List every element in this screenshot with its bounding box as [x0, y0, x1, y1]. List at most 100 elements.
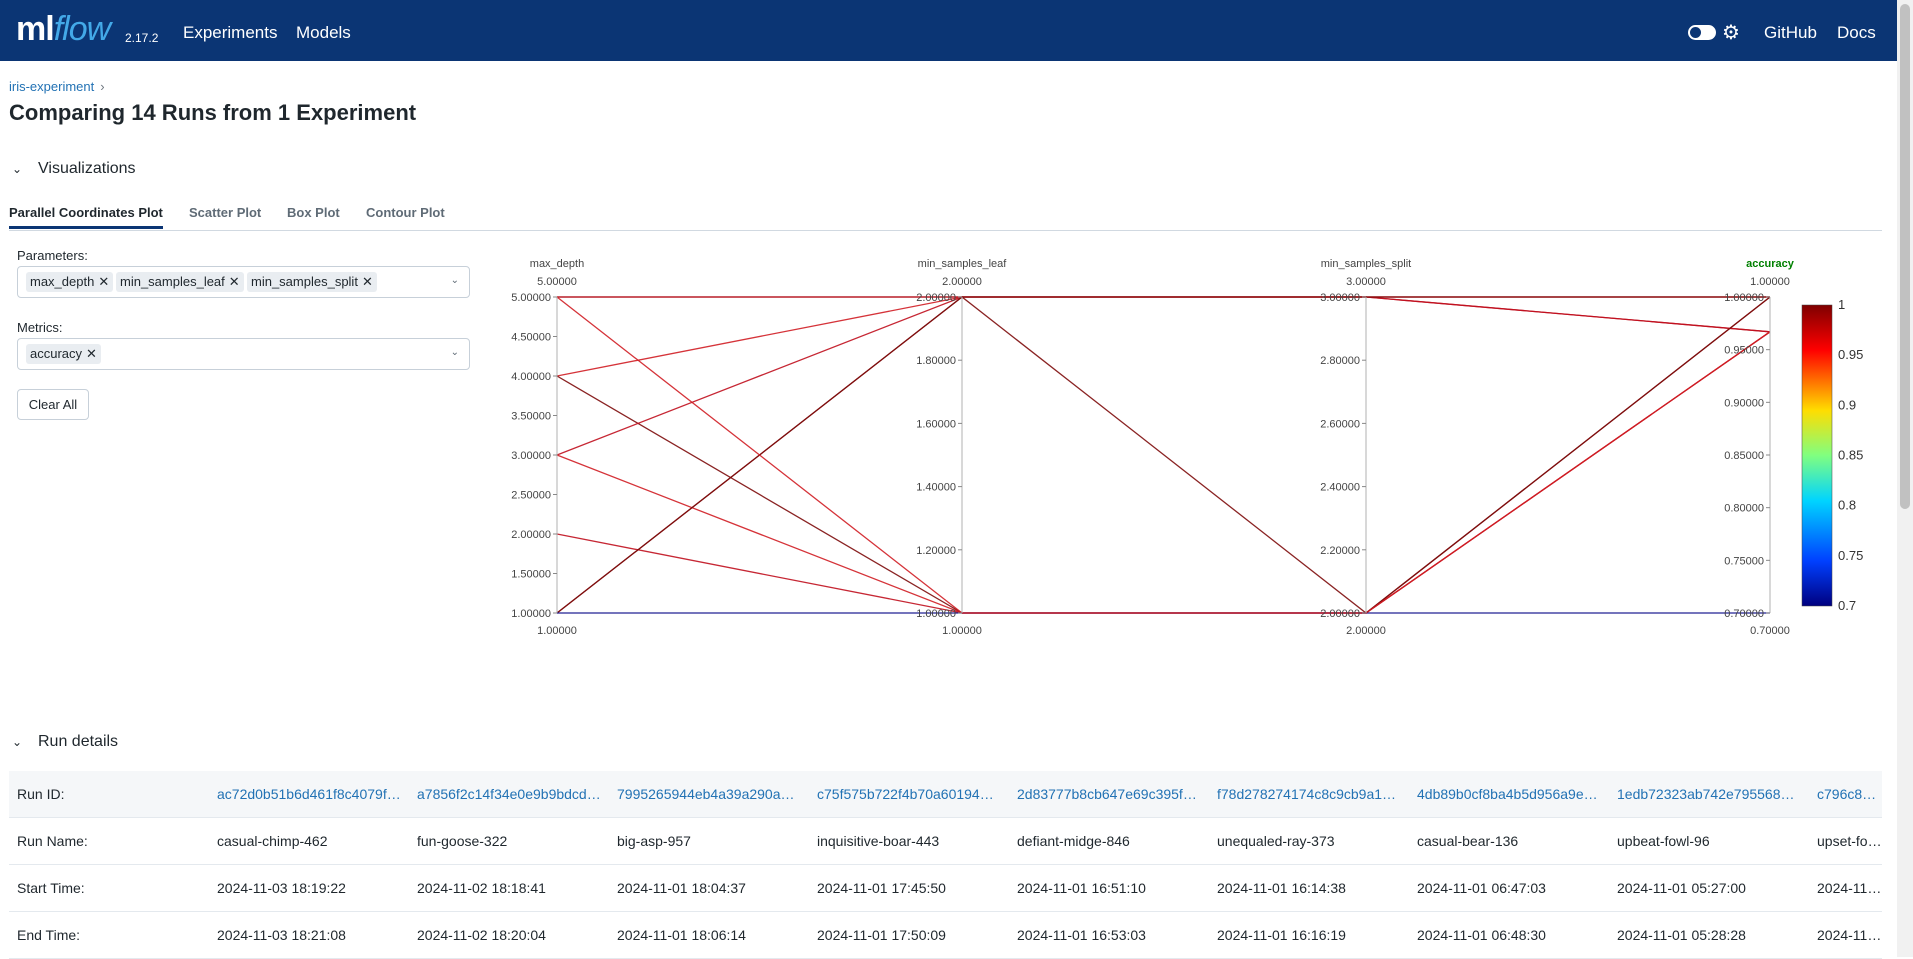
mlflow-logo[interactable]: mlflow [16, 10, 111, 48]
clear-all-button[interactable]: Clear All [17, 389, 89, 420]
run-id-link[interactable]: 4db89b0cf8ba4b5d956a9e… [1417, 786, 1598, 802]
run-id-link[interactable]: ac72d0b51b6d461f8c4079f… [217, 786, 401, 802]
end-time-cell: 2024-11-01 18:06:14 [617, 927, 746, 943]
data-line [556, 296, 1771, 614]
axis-title: min_samples_split [1321, 258, 1411, 270]
tick-label: 1.20000 [916, 545, 956, 557]
tab-scatter-plot[interactable]: Scatter Plot [189, 205, 262, 220]
tick-label: 0.75000 [1724, 555, 1764, 567]
run-id-link[interactable]: f78d278274174c8c9cb9a1… [1217, 786, 1397, 802]
tick-label: 3.50000 [511, 411, 551, 423]
run-name-cell: upset-fox-6 [1817, 833, 1882, 849]
tab-parallel-coordinates[interactable]: Parallel Coordinates Plot [9, 205, 163, 220]
nav-models[interactable]: Models [296, 23, 351, 42]
colorbar-tick-label: 0.85 [1838, 448, 1863, 463]
theme-toggle[interactable] [1688, 25, 1716, 40]
run-name-cell: unequaled-ray-373 [1217, 833, 1335, 849]
run-name-cell: inquisitive-boar-443 [817, 833, 940, 849]
row-label: Run ID: [17, 786, 65, 802]
tick-label: 4.50000 [511, 332, 551, 344]
metric-chip: accuracy ✕ [26, 344, 101, 364]
tick-label: 1.80000 [916, 355, 956, 367]
metrics-select[interactable]: accuracy ✕ ⌄ [17, 338, 470, 370]
run-id-link[interactable]: 1edb72323ab742e795568… [1617, 786, 1795, 802]
colorbar-tick-label: 0.9 [1838, 397, 1856, 412]
end-time-cell: 2024-11-01 16:16:19 [1217, 927, 1346, 943]
nav-docs[interactable]: Docs [1837, 23, 1876, 42]
run-id-link[interactable]: a7856f2c14f34e0e9b9bdcd… [417, 786, 601, 802]
nav-github[interactable]: GitHub [1764, 23, 1817, 42]
colorbar-tick-label: 0.7 [1838, 598, 1856, 613]
tick-label: 0.70000 [1724, 608, 1764, 620]
data-line [556, 296, 1771, 614]
tick-label: 1.00000 [511, 608, 551, 620]
tick-label: 2.00000 [916, 292, 956, 304]
axis-top-label: 5.00000 [537, 276, 577, 288]
run-details-section-toggle[interactable]: ⌄ Run details [12, 733, 118, 751]
end-time-cell: 2024-11-02 18:20:04 [417, 927, 546, 943]
table-row-run-name: Run Name: casual-chimp-462 fun-goose-322 b… [9, 818, 1882, 865]
tick-label: 1.00000 [1724, 292, 1764, 304]
table-row-start-time: Start Time: 2024-11-03 18:19:22 2024-11-0… [9, 865, 1882, 912]
axis-top-label: 1.00000 [1750, 276, 1790, 288]
tick-label: 2.00000 [511, 529, 551, 541]
chevron-down-icon[interactable]: ⌄ [450, 347, 459, 358]
tick-label: 0.80000 [1724, 503, 1764, 515]
axis-bottom-label: 1.00000 [942, 625, 982, 637]
run-name-cell: casual-chimp-462 [217, 833, 328, 849]
axis-title: accuracy [1746, 258, 1795, 270]
run-id-link[interactable]: c75f575b722f4b70a60194… [817, 786, 994, 802]
run-id-link[interactable]: c796c8c70 [1817, 786, 1882, 802]
start-time-cell: 2024-11-01 16:51:10 [1017, 880, 1146, 896]
breadcrumb-experiment-link[interactable]: iris-experiment [9, 79, 95, 94]
tick-label: 1.60000 [916, 418, 956, 430]
parameters-select[interactable]: max_depth ✕ min_samples_leaf ✕ min_samples… [17, 266, 470, 298]
tab-box-plot[interactable]: Box Plot [287, 205, 340, 220]
data-line [556, 296, 1770, 377]
remove-chip-icon[interactable]: ✕ [98, 274, 110, 289]
parameter-chip: max_depth ✕ [26, 272, 114, 292]
data-line [557, 296, 1771, 333]
chevron-down-icon: ⌄ [12, 735, 23, 749]
version-label: 2.17.2 [125, 31, 159, 45]
nav-experiments[interactable]: Experiments [183, 23, 278, 42]
parallel-coordinates-chart[interactable]: max_depth 5.00000 1.00000 5.00000 4.50000 4.0… [490, 250, 1880, 650]
data-line [556, 331, 1771, 614]
end-time-cell: 2024-11-01 05:28:28 [1617, 927, 1746, 943]
visualizations-label: Visualizations [38, 160, 136, 177]
colorbar-tick-label: 1 [1838, 297, 1845, 312]
colorbar-tick-label: 0.75 [1838, 548, 1863, 563]
end-time-cell: 2024-11-01 17:50:09 [817, 927, 946, 943]
remove-chip-icon[interactable]: ✕ [228, 274, 240, 289]
tab-contour-plot[interactable]: Contour Plot [366, 205, 445, 220]
axis-top-label: 2.00000 [942, 276, 982, 288]
remove-chip-icon[interactable]: ✕ [361, 274, 373, 289]
scrollbar-thumb[interactable] [1900, 4, 1910, 509]
run-id-link[interactable]: 7995265944eb4a39a290a… [617, 786, 795, 802]
run-name-cell: big-asp-957 [617, 833, 691, 849]
remove-chip-icon[interactable]: ✕ [86, 346, 97, 361]
visualization-tabs: Parallel Coordinates Plot Scatter Plot B… [9, 203, 1882, 231]
chevron-down-icon: ⌄ [12, 162, 23, 176]
axis-top-label: 3.00000 [1346, 276, 1386, 288]
tick-label: 2.00000 [1320, 608, 1360, 620]
axis-bottom-label: 1.00000 [537, 625, 577, 637]
breadcrumb: iris-experiment › [9, 79, 105, 94]
gear-icon[interactable]: ⚙ [1722, 22, 1740, 44]
tick-label: 2.80000 [1320, 355, 1360, 367]
axis-bottom-label: 2.00000 [1346, 625, 1386, 637]
parameter-chip: min_samples_split ✕ [247, 272, 377, 292]
tick-label: 2.40000 [1320, 482, 1360, 494]
start-time-cell: 2024-11-01 17:45:50 [817, 880, 946, 896]
run-id-link[interactable]: 2d83777b8cb647e69c395f… [1017, 786, 1197, 802]
start-time-cell: 2024-11-01 [1817, 880, 1882, 896]
chip-label: max_depth [30, 274, 95, 289]
top-navbar: mlflow 2.17.2 Experiments Models ⚙ GitHu… [0, 0, 1897, 61]
start-time-cell: 2024-11-03 18:19:22 [217, 880, 346, 896]
tick-label: 1.50000 [511, 569, 551, 581]
visualizations-section-toggle[interactable]: ⌄ Visualizations [12, 160, 136, 178]
axis-title: min_samples_leaf [918, 258, 1008, 270]
start-time-cell: 2024-11-01 18:04:37 [617, 880, 746, 896]
page-scrollbar[interactable] [1897, 0, 1913, 957]
chevron-down-icon[interactable]: ⌄ [450, 275, 459, 286]
